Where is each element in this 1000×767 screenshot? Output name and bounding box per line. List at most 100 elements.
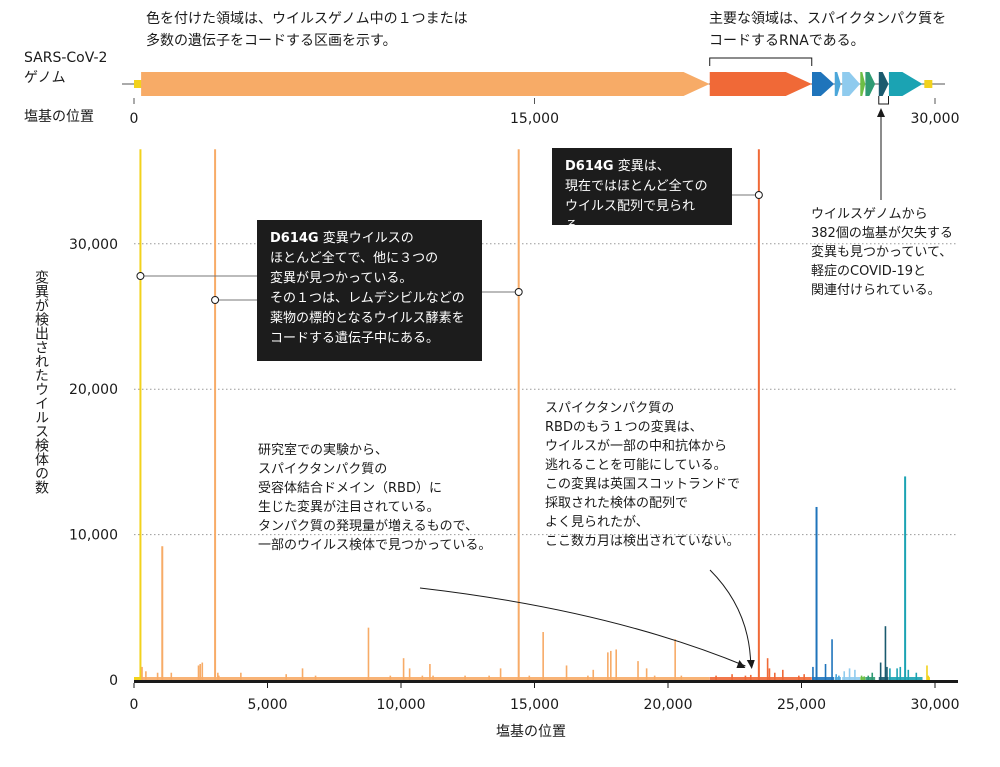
deletion-bracket	[878, 96, 890, 105]
genome-segment-orf7a	[865, 72, 876, 96]
mutation-bar	[812, 666, 814, 680]
three-mutations-callout-text: 変異ウイルスの ほとんど全てで、他に３つの 変異が見つかっている。 その１つは、…	[270, 231, 465, 346]
mutation-bar	[139, 149, 142, 680]
genome-tick-label: 15,000	[510, 111, 559, 127]
mutation-bar	[408, 668, 411, 680]
genome-segment-orf1ab	[141, 72, 710, 96]
arrowhead-scotland	[746, 660, 755, 669]
baseline-noise	[709, 677, 812, 680]
arrow-rbd	[419, 587, 746, 667]
note-spike: 主要な領域は、スパイクタンパク質を コードするRNAである。	[709, 11, 947, 49]
three-mutations-callout: D614G 変異ウイルスの ほとんど全てで、他に３つの 変異が見つかっている。 …	[257, 220, 482, 361]
mutation-bar	[896, 668, 898, 680]
mutation-bar	[768, 668, 771, 680]
mutation-bars	[134, 149, 930, 680]
x-tick-label: 0	[130, 697, 139, 713]
mutation-bar	[402, 658, 405, 680]
genome-segment-orf6	[860, 72, 866, 96]
genome-segment-spike	[709, 72, 812, 96]
y-tick-label: 30,000	[69, 237, 118, 253]
mutation-bar	[156, 672, 159, 680]
d614g-callout-text: 変異は、 現在ではほとんど全ての ウイルス配列で見られる。	[565, 159, 708, 234]
note-regions: 色を付けた領域は、ウイルスゲノム中の１つまたは 多数の遺伝子をコードする区画を示…	[146, 11, 468, 49]
mutation-bar	[615, 649, 618, 680]
genome-map: 0 15,000 30,000	[122, 57, 960, 200]
genome-utr-3	[924, 80, 933, 88]
genome-segment-n	[888, 72, 923, 96]
mutation-bar	[145, 671, 147, 680]
baseline-noise	[865, 677, 876, 680]
mutation-bar	[217, 672, 219, 680]
mutation-bar	[645, 668, 648, 680]
baseline-noise	[860, 677, 866, 680]
arrow-scotland	[709, 569, 752, 667]
mutation-bar	[774, 672, 776, 680]
mutation-bar	[301, 668, 304, 680]
marker-23403	[754, 191, 763, 199]
mutation-bar	[499, 668, 502, 680]
three-mutations-callout-title: D614G	[270, 231, 319, 246]
x-tick-label: 15,000	[510, 697, 559, 713]
mutation-bar	[201, 662, 204, 680]
marker-14408	[514, 288, 523, 296]
baseline-noise	[811, 677, 835, 680]
mutation-bar	[161, 546, 164, 680]
mutation-bar	[240, 672, 242, 680]
d614g-callout: D614G 変異は、 現在ではほとんど全ての ウイルス配列で見られる。	[552, 148, 732, 234]
x-tick-label: 25,000	[777, 697, 826, 713]
genome-segment-orf8	[878, 72, 889, 96]
mutation-bar	[197, 665, 200, 680]
deletion-arrowhead	[877, 108, 885, 117]
mutation-bar	[610, 650, 612, 680]
marker-241	[136, 272, 145, 280]
mutation-bar	[214, 149, 217, 680]
y-tick-label: 20,000	[69, 382, 118, 398]
mutation-bar	[674, 639, 676, 680]
mutation-bar	[886, 666, 888, 680]
mutation-bar	[889, 668, 891, 680]
y-axis-label: 変異が検出されたウイルス検体の数	[33, 270, 49, 494]
mutation-bar	[815, 506, 818, 680]
y-tick-label: 10,000	[69, 528, 118, 544]
x-tick-label: 5,000	[247, 697, 287, 713]
mutation-bar	[927, 675, 930, 680]
mutation-bar	[879, 662, 882, 680]
axes: 0 10,000 20,000 30,000 0 5,000 10,000 15,000 20,…	[69, 237, 960, 713]
mutation-bar	[367, 627, 370, 680]
mutation-bar	[592, 669, 595, 680]
leader-lines	[136, 191, 763, 669]
mutation-bar	[854, 669, 856, 680]
mutation-bar	[517, 149, 520, 680]
mutation-bar	[170, 672, 173, 680]
x-tick-label: 30,000	[911, 697, 960, 713]
baseline-noise	[134, 677, 142, 680]
genome-label: SARS-CoV-2 ゲノム	[24, 50, 108, 86]
mutation-bar	[871, 672, 874, 680]
baseline-noise	[878, 677, 889, 680]
mutation-bar	[907, 669, 910, 680]
mutation-bar	[928, 677, 930, 680]
x-axis-label: 塩基の位置	[496, 724, 566, 740]
mutation-bar	[637, 661, 639, 680]
mutation-bar	[766, 658, 769, 680]
mutation-bar	[607, 652, 609, 680]
note-deletion: ウイルスゲノムから 382個の塩基が欠失する 変異も見つかっていて、 軽症のCO…	[811, 207, 953, 298]
mutation-bar	[831, 639, 833, 680]
mutation-bar	[926, 665, 928, 680]
mutation-bar	[915, 672, 918, 680]
marker-3037	[211, 296, 220, 304]
arrowhead-rbd	[736, 660, 746, 668]
x-tick-label: 20,000	[644, 697, 693, 713]
mutation-bar	[542, 632, 544, 680]
mutation-bar	[824, 664, 827, 680]
mutation-bar	[199, 664, 202, 680]
genome-segment-e	[834, 72, 841, 96]
mutation-bar	[565, 665, 568, 680]
rbd-note: 研究室での実験から、 スパイクタンパク質の 受容体結合ドメイン（RBD）に 生じ…	[258, 443, 492, 553]
baseline-noise	[842, 677, 860, 680]
genome-tick-label: 0	[130, 111, 139, 127]
d614g-callout-title: D614G	[565, 159, 614, 174]
genome-utr-5	[134, 80, 142, 88]
genome-segment-m	[842, 72, 860, 96]
